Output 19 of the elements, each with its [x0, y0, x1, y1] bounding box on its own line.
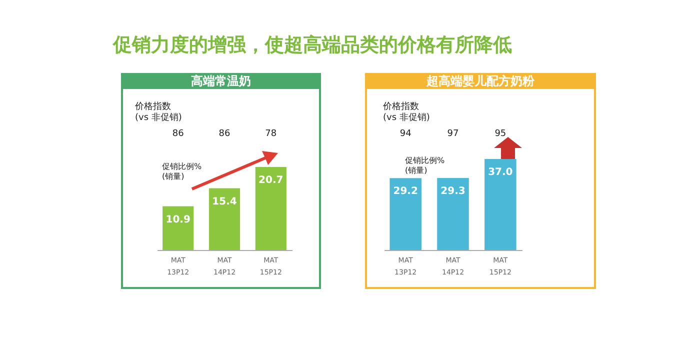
- data-label: 37.0: [488, 167, 513, 178]
- text: 86: [218, 129, 230, 139]
- text: 97: [447, 129, 459, 139]
- annotation: 促销比例% (销量): [405, 156, 445, 175]
- data-label: 10.9: [166, 214, 190, 226]
- data-label: 20.7: [258, 175, 284, 186]
- annotation: 促销比例% (销量): [162, 162, 202, 181]
- chart-title: 高端常温奶: [121, 73, 321, 89]
- text: 价格指数 (vs 非促销): [382, 101, 430, 123]
- text: 价格指数 (vs 非促销): [134, 101, 182, 123]
- data-label: 29.2: [393, 186, 418, 198]
- data-label: 15.4: [212, 196, 237, 208]
- data-label: 29.3: [440, 186, 466, 197]
- text: 94: [400, 129, 412, 139]
- text: 95: [494, 129, 506, 139]
- text: 促销力度的增强，使超高端品类的价格有所降低: [113, 33, 512, 58]
- text: 86: [172, 129, 184, 139]
- text: 78: [265, 129, 277, 139]
- chart-title: 超高端婴儿配方奶粉: [365, 73, 596, 89]
